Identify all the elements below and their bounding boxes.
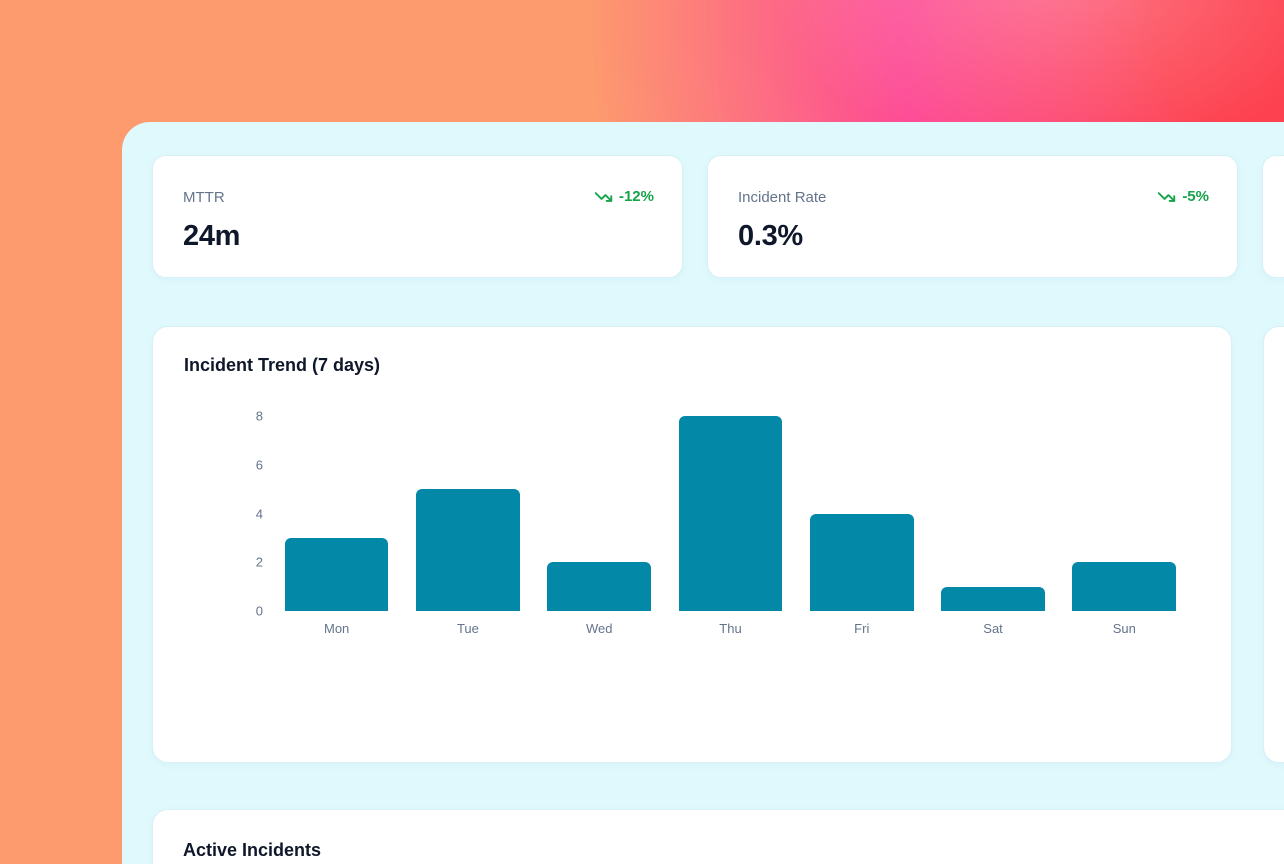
bar-fri <box>809 513 914 611</box>
chart-plot <box>271 416 1190 611</box>
bar-slot-thu <box>665 416 796 611</box>
incidents-row: Active Incidents <box>152 809 1284 864</box>
active-incidents-card: Active Incidents <box>152 809 1284 864</box>
bar-slot-mon <box>271 416 402 611</box>
kpi-trend-value: -5% <box>1182 188 1209 205</box>
incident-trend-card: Incident Trend (7 days) 0 2 4 6 8 Mon Tue Wed T… <box>152 326 1232 763</box>
bar-sat <box>941 586 1045 611</box>
trending-down-icon <box>594 190 613 204</box>
x-axis-label-mon: Mon <box>323 621 350 636</box>
y-tick-label: 6 <box>255 457 263 473</box>
chart-card-partial <box>1263 326 1284 763</box>
bar-thu <box>678 416 783 611</box>
bar-slot-fri <box>796 416 927 611</box>
y-tick-label: 8 <box>255 408 263 424</box>
kpi-value: 24m <box>183 220 241 252</box>
bar-slot-sun <box>1059 416 1190 611</box>
bar-mon <box>284 537 389 611</box>
kpi-trend: -12% <box>594 188 654 205</box>
x-axis-label-fri: Fri <box>854 621 870 636</box>
bar-sun <box>1072 562 1177 611</box>
kpi-trend-value: -12% <box>618 188 654 205</box>
kpi-card-mttr: MTTR 24m -12% <box>152 155 683 278</box>
y-tick-label: 2 <box>255 554 263 570</box>
x-axis-label-tue: Tue <box>456 621 479 636</box>
y-tick-label: 4 <box>255 506 263 521</box>
chart-x-axis: Mon Tue Wed Thu Fri Sat Sun <box>271 621 1190 636</box>
kpi-trend: -5% <box>1157 188 1209 205</box>
kpi-card-partial <box>1262 155 1284 278</box>
kpi-value: 0.3% <box>738 220 803 252</box>
x-axis-label-sat: Sat <box>983 621 1003 636</box>
bar-tue <box>416 489 520 611</box>
chart-row: Incident Trend (7 days) 0 2 4 6 8 Mon Tue Wed T… <box>152 326 1284 763</box>
bar-slot-sat <box>927 416 1058 611</box>
kpi-label: MTTR <box>183 189 225 206</box>
kpi-card-incident-rate: Incident Rate 0.3% -5% <box>707 155 1238 278</box>
bar-wed <box>547 562 652 611</box>
x-axis-label-sun: Sun <box>1112 621 1136 636</box>
incidents-title: Active Incidents <box>183 840 322 860</box>
main-panel: MTTR 24m -12% Incident Rate 0.3% <box>122 122 1284 864</box>
bar-slot-tue <box>402 416 533 611</box>
y-tick-label: 0 <box>255 603 263 619</box>
kpi-label: Incident Rate <box>738 189 827 206</box>
bar-slot-wed <box>534 416 665 611</box>
chart-title: Incident Trend (7 days) <box>184 355 381 375</box>
trending-down-icon <box>1157 190 1176 204</box>
bar-chart: 0 2 4 6 8 Mon Tue Wed Thu Fri Sat Sun <box>153 409 1231 716</box>
x-axis-label-wed: Wed <box>585 621 613 636</box>
x-axis-label-thu: Thu <box>719 621 742 636</box>
kpi-row: MTTR 24m -12% Incident Rate 0.3% <box>152 155 1284 278</box>
chart-y-axis: 0 2 4 6 8 <box>238 409 263 619</box>
